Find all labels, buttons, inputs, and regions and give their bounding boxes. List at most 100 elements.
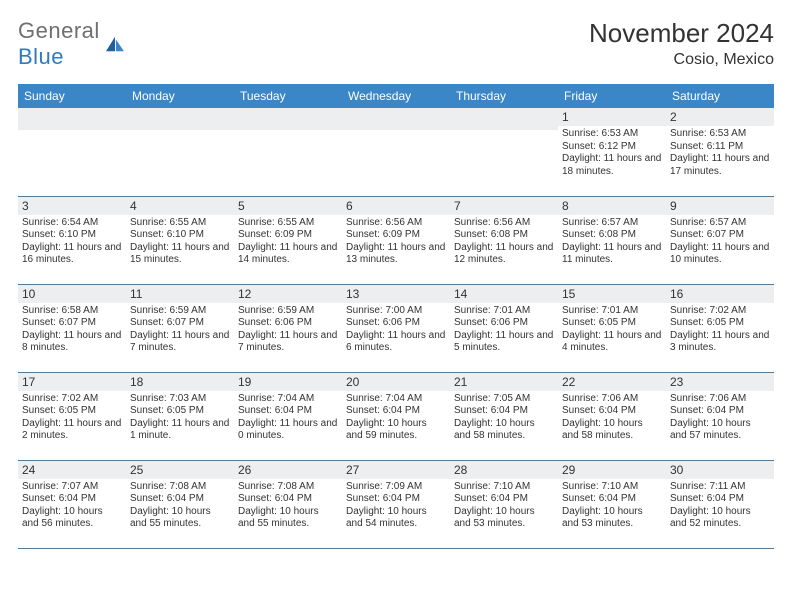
- daynum-wrap: 17: [18, 373, 126, 391]
- sunrise-line: Sunrise: 7:06 AM: [562, 393, 662, 406]
- daylight-line: Daylight: 11 hours and 8 minutes.: [22, 330, 122, 355]
- day-details: Sunrise: 7:06 AMSunset: 6:04 PMDaylight:…: [670, 393, 770, 443]
- calendar-cell: 8Sunrise: 6:57 AMSunset: 6:08 PMDaylight…: [558, 196, 666, 284]
- sunset-line: Sunset: 6:05 PM: [670, 317, 770, 330]
- sunrise-line: Sunrise: 7:06 AM: [670, 393, 770, 406]
- day-details: Sunrise: 7:05 AMSunset: 6:04 PMDaylight:…: [454, 393, 554, 443]
- day-details: Sunrise: 6:56 AMSunset: 6:08 PMDaylight:…: [454, 217, 554, 267]
- day-details: Sunrise: 7:02 AMSunset: 6:05 PMDaylight:…: [670, 305, 770, 355]
- daynum-wrap: 14: [450, 285, 558, 303]
- day-number: 15: [562, 287, 662, 301]
- sunset-line: Sunset: 6:04 PM: [670, 405, 770, 418]
- daynum-wrap: 11: [126, 285, 234, 303]
- day-details: Sunrise: 6:55 AMSunset: 6:09 PMDaylight:…: [238, 217, 338, 267]
- day-details: Sunrise: 7:02 AMSunset: 6:05 PMDaylight:…: [22, 393, 122, 443]
- sunrise-line: Sunrise: 6:53 AM: [670, 128, 770, 141]
- day-number: 6: [346, 199, 446, 213]
- calendar-cell: 7 Sunrise: 6:56 AMSunset: 6:08 PMDaylight…: [450, 196, 558, 284]
- daylight-line: Daylight: 11 hours and 18 minutes.: [562, 153, 662, 178]
- day-details: Sunrise: 7:03 AMSunset: 6:05 PMDaylight:…: [130, 393, 230, 443]
- daylight-line: Daylight: 10 hours and 55 minutes.: [130, 506, 230, 531]
- daynum-wrap-empty: [126, 108, 234, 130]
- day-number: 7: [454, 199, 554, 213]
- daynum-wrap: 18: [126, 373, 234, 391]
- sunset-line: Sunset: 6:04 PM: [562, 493, 662, 506]
- daynum-wrap: 27: [342, 461, 450, 479]
- sunrise-line: Sunrise: 7:10 AM: [562, 481, 662, 494]
- daylight-line: Daylight: 11 hours and 7 minutes.: [130, 330, 230, 355]
- sunset-line: Sunset: 6:10 PM: [22, 229, 122, 242]
- day-number: 14: [454, 287, 554, 301]
- day-number: 8: [562, 199, 662, 213]
- sunset-line: Sunset: 6:09 PM: [238, 229, 338, 242]
- day-details: Sunrise: 6:56 AMSunset: 6:09 PMDaylight:…: [346, 217, 446, 267]
- sunset-line: Sunset: 6:04 PM: [454, 493, 554, 506]
- sunrise-line: Sunrise: 6:55 AM: [238, 217, 338, 230]
- sunset-line: Sunset: 6:04 PM: [238, 493, 338, 506]
- day-number: 2: [670, 110, 770, 124]
- day-number: 25: [130, 463, 230, 477]
- sunrise-line: Sunrise: 7:07 AM: [22, 481, 122, 494]
- logo-word1: General: [18, 18, 100, 43]
- daylight-line: Daylight: 10 hours and 57 minutes.: [670, 418, 770, 443]
- calendar-cell: 6 Sunrise: 6:56 AMSunset: 6:09 PMDaylight…: [342, 196, 450, 284]
- sunrise-line: Sunrise: 7:03 AM: [130, 393, 230, 406]
- daynum-wrap: 4: [126, 197, 234, 215]
- day-details: Sunrise: 6:53 AMSunset: 6:11 PMDaylight:…: [670, 128, 770, 178]
- sunrise-line: Sunrise: 6:57 AM: [670, 217, 770, 230]
- sunset-line: Sunset: 6:04 PM: [346, 405, 446, 418]
- daylight-line: Daylight: 11 hours and 0 minutes.: [238, 418, 338, 443]
- weekday-header: Tuesday: [234, 84, 342, 108]
- daylight-line: Daylight: 10 hours and 55 minutes.: [238, 506, 338, 531]
- calendar-cell: 18 Sunrise: 7:03 AMSunset: 6:05 PMDayligh…: [126, 372, 234, 460]
- day-number: 12: [238, 287, 338, 301]
- calendar-cell: 9 Sunrise: 6:57 AMSunset: 6:07 PMDaylight…: [666, 196, 774, 284]
- daynum-wrap: 20: [342, 373, 450, 391]
- sunrise-line: Sunrise: 7:09 AM: [346, 481, 446, 494]
- daynum-wrap-empty: [18, 108, 126, 130]
- daynum-wrap: 12: [234, 285, 342, 303]
- daynum-wrap: 3: [18, 197, 126, 215]
- day-number: 22: [562, 375, 662, 389]
- day-number: 19: [238, 375, 338, 389]
- sunrise-line: Sunrise: 6:59 AM: [130, 305, 230, 318]
- daynum-wrap: 23: [666, 373, 774, 391]
- day-number: 29: [562, 463, 662, 477]
- daylight-line: Daylight: 11 hours and 3 minutes.: [670, 330, 770, 355]
- calendar-cell: 28Sunrise: 7:10 AMSunset: 6:04 PMDayligh…: [450, 460, 558, 548]
- daynum-wrap: 9: [666, 197, 774, 215]
- day-details: Sunrise: 6:59 AMSunset: 6:06 PMDaylight:…: [238, 305, 338, 355]
- sunset-line: Sunset: 6:05 PM: [22, 405, 122, 418]
- calendar-row: 17 Sunrise: 7:02 AMSunset: 6:05 PMDayligh…: [18, 372, 774, 460]
- calendar-cell: 29Sunrise: 7:10 AMSunset: 6:04 PMDayligh…: [558, 460, 666, 548]
- sunrise-line: Sunrise: 7:05 AM: [454, 393, 554, 406]
- sunset-line: Sunset: 6:06 PM: [454, 317, 554, 330]
- sunset-line: Sunset: 6:04 PM: [670, 493, 770, 506]
- calendar-cell: 24Sunrise: 7:07 AMSunset: 6:04 PMDayligh…: [18, 460, 126, 548]
- calendar-body: 1Sunrise: 6:53 AMSunset: 6:12 PMDaylight…: [18, 108, 774, 548]
- weekday-header: Friday: [558, 84, 666, 108]
- day-number: 20: [346, 375, 446, 389]
- daynum-wrap-empty: [234, 108, 342, 130]
- sunset-line: Sunset: 6:06 PM: [238, 317, 338, 330]
- calendar-cell: 23 Sunrise: 7:06 AMSunset: 6:04 PMDayligh…: [666, 372, 774, 460]
- sunset-line: Sunset: 6:06 PM: [346, 317, 446, 330]
- day-details: Sunrise: 7:07 AMSunset: 6:04 PMDaylight:…: [22, 481, 122, 531]
- location: Cosio, Mexico: [589, 51, 774, 69]
- daylight-line: Daylight: 11 hours and 2 minutes.: [22, 418, 122, 443]
- day-details: Sunrise: 6:57 AMSunset: 6:07 PMDaylight:…: [670, 217, 770, 267]
- month-title: November 2024: [589, 18, 774, 49]
- day-number: 26: [238, 463, 338, 477]
- daylight-line: Daylight: 11 hours and 5 minutes.: [454, 330, 554, 355]
- sunset-line: Sunset: 6:12 PM: [562, 141, 662, 154]
- calendar-cell: 3Sunrise: 6:54 AMSunset: 6:10 PMDaylight…: [18, 196, 126, 284]
- sunset-line: Sunset: 6:04 PM: [454, 405, 554, 418]
- calendar-cell: 11Sunrise: 6:59 AMSunset: 6:07 PMDayligh…: [126, 284, 234, 372]
- logo-text: General Blue: [18, 18, 100, 70]
- day-details: Sunrise: 7:04 AMSunset: 6:04 PMDaylight:…: [238, 393, 338, 443]
- calendar-cell: 13Sunrise: 7:00 AMSunset: 6:06 PMDayligh…: [342, 284, 450, 372]
- weekday-header-row: SundayMondayTuesdayWednesdayThursdayFrid…: [18, 84, 774, 108]
- daynum-wrap: 1: [558, 108, 666, 126]
- calendar-cell: 17 Sunrise: 7:02 AMSunset: 6:05 PMDayligh…: [18, 372, 126, 460]
- day-number: 11: [130, 287, 230, 301]
